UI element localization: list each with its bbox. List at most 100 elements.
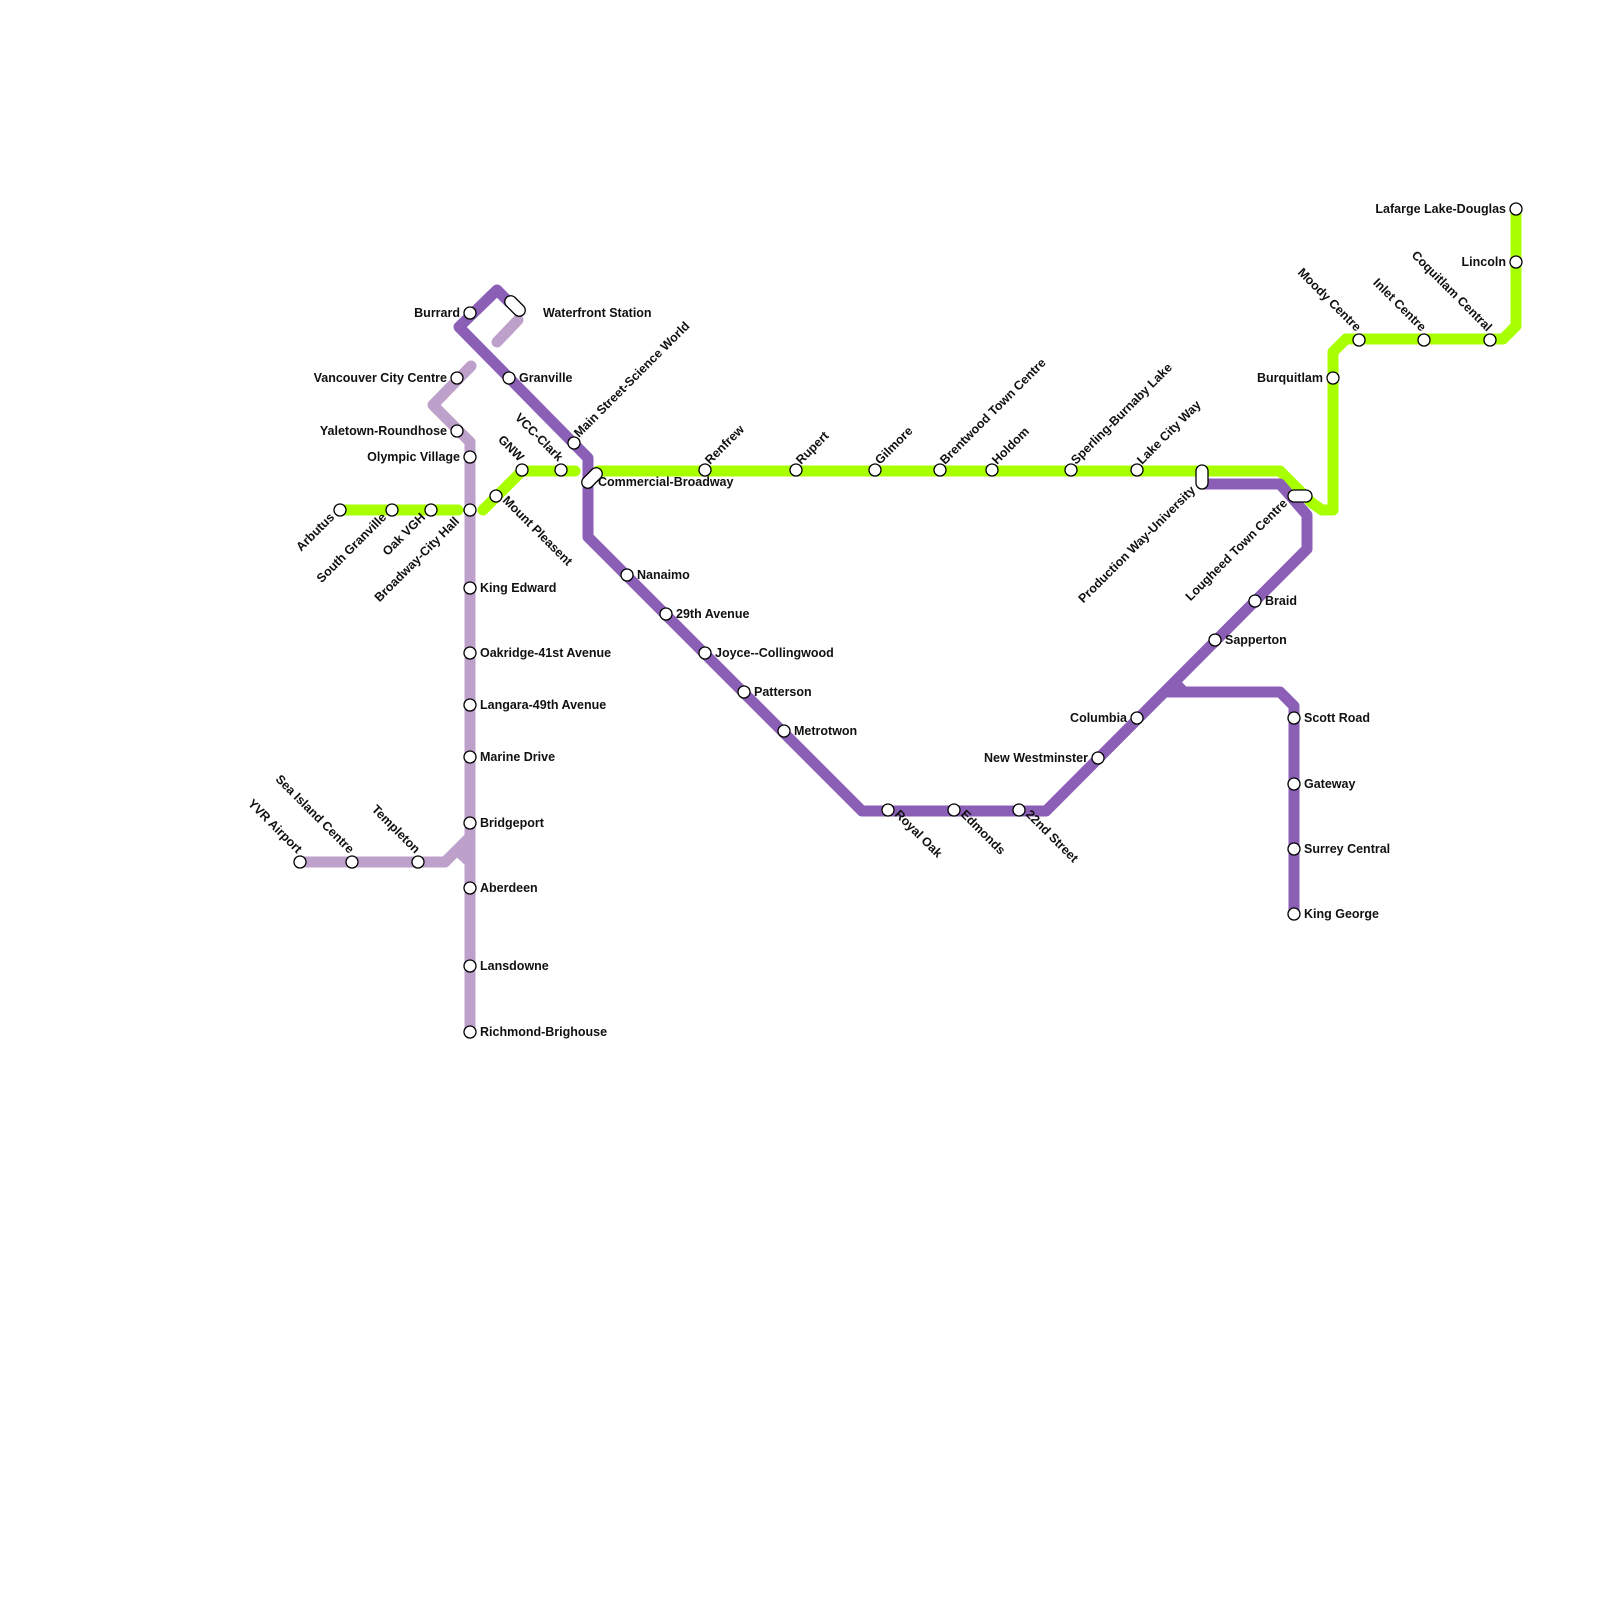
station-gateway[interactable]: Gateway: [1287, 777, 1355, 791]
station-braid[interactable]: Braid: [1248, 594, 1297, 608]
station-marker[interactable]: [463, 1025, 477, 1039]
station-arbutus[interactable]: Arbutus: [293, 503, 347, 554]
interchange-marker[interactable]: [579, 465, 604, 490]
interchange-marker[interactable]: [1195, 464, 1209, 490]
station-marker[interactable]: [698, 646, 712, 660]
station-yvr-airport[interactable]: YVR Airport: [245, 796, 307, 869]
station-surrey-central[interactable]: Surrey Central: [1287, 842, 1390, 856]
station-sperling-burnaby-lake[interactable]: Sperling-Burnaby Lake: [1064, 360, 1175, 477]
station-marker[interactable]: [737, 685, 751, 699]
station-lincoln[interactable]: Lincoln: [1462, 255, 1523, 269]
station-marker[interactable]: [463, 646, 477, 660]
station-marker[interactable]: [1091, 751, 1105, 765]
station-marker[interactable]: [1248, 594, 1262, 608]
station-sea-island-centre[interactable]: Sea Island Centre: [273, 772, 359, 869]
station-main-street-science-world[interactable]: Main Street-Science World: [567, 319, 692, 450]
station-marker[interactable]: [947, 803, 961, 817]
station-marker[interactable]: [1208, 633, 1222, 647]
station-marker[interactable]: [881, 803, 895, 817]
station-columbia[interactable]: Columbia: [1070, 711, 1144, 725]
station-marker[interactable]: [777, 724, 791, 738]
station-burquitlam[interactable]: Burquitlam: [1257, 371, 1340, 385]
station-new-westminster[interactable]: New Westminster: [984, 751, 1105, 765]
station-marker[interactable]: [463, 959, 477, 973]
interchange-marker[interactable]: [463, 503, 477, 517]
station-marker[interactable]: [789, 463, 803, 477]
station-marker[interactable]: [502, 371, 516, 385]
station-marker[interactable]: [463, 306, 477, 320]
station-marker[interactable]: [554, 463, 568, 477]
station-marker[interactable]: [411, 855, 425, 869]
station-marker[interactable]: [424, 503, 438, 517]
station-marker[interactable]: [698, 463, 712, 477]
station-gnw[interactable]: GNW: [495, 433, 529, 477]
station-marker[interactable]: [463, 581, 477, 595]
station-marker[interactable]: [450, 424, 464, 438]
station-marker[interactable]: [659, 607, 673, 621]
station-marker[interactable]: [293, 855, 307, 869]
station-label: Columbia: [1070, 711, 1128, 725]
station-marker[interactable]: [385, 503, 399, 517]
station-marker[interactable]: [1326, 371, 1340, 385]
station-bridgeport[interactable]: Bridgeport: [463, 816, 545, 830]
station-lafarge-lake-douglas[interactable]: Lafarge Lake-Douglas: [1375, 202, 1523, 216]
station-nanaimo[interactable]: Nanaimo: [620, 568, 690, 582]
station-aberdeen[interactable]: Aberdeen: [463, 881, 538, 895]
station-oakridge-41st-avenue[interactable]: Oakridge-41st Avenue: [463, 646, 611, 660]
station-marker[interactable]: [1287, 711, 1301, 725]
interchange-marker[interactable]: [1287, 489, 1313, 503]
station-marker[interactable]: [1130, 463, 1144, 477]
station-joyce-collingwood[interactable]: Joyce--Collingwood: [698, 646, 834, 660]
station-marker[interactable]: [463, 881, 477, 895]
station-olympic-village[interactable]: Olympic Village: [367, 450, 477, 464]
station-marker[interactable]: [1352, 333, 1366, 347]
station-yaletown-roundhose[interactable]: Yaletown-Roundhose: [320, 424, 464, 438]
station-marker[interactable]: [1509, 202, 1523, 216]
station-marker[interactable]: [1509, 255, 1523, 269]
station-marker[interactable]: [985, 463, 999, 477]
station-mount-pleasent[interactable]: Mount Pleasent: [489, 489, 576, 569]
station-metrotwon[interactable]: Metrotwon: [777, 724, 857, 738]
station-richmond-brighouse[interactable]: Richmond-Brighouse: [463, 1025, 607, 1039]
station-marker[interactable]: [463, 450, 477, 464]
station-patterson[interactable]: Patterson: [737, 685, 812, 699]
station-marker[interactable]: [463, 750, 477, 764]
station-label: Production Way-University: [1076, 483, 1199, 606]
station-marker[interactable]: [345, 855, 359, 869]
station-langara-49th-avenue[interactable]: Langara-49th Avenue: [463, 698, 606, 712]
station-scott-road[interactable]: Scott Road: [1287, 711, 1370, 725]
station-lougheed-town-centre[interactable]: Lougheed Town Centre: [1183, 489, 1313, 604]
station-marker[interactable]: [515, 463, 529, 477]
station-lake-city-way[interactable]: Lake City Way: [1130, 398, 1204, 477]
station-marker[interactable]: [333, 503, 347, 517]
station-marker[interactable]: [1417, 333, 1431, 347]
station-vancouver-city-centre[interactable]: Vancouver City Centre: [314, 371, 464, 385]
interchange-marker[interactable]: [502, 293, 527, 318]
station-granville[interactable]: Granville: [502, 371, 573, 385]
station-marker[interactable]: [1287, 777, 1301, 791]
station-marker[interactable]: [933, 463, 947, 477]
station-29th-avenue[interactable]: 29th Avenue: [659, 607, 749, 621]
station-marker[interactable]: [489, 489, 503, 503]
station-burrard[interactable]: Burrard: [414, 306, 477, 320]
station-waterfront-station[interactable]: Waterfront Station: [502, 293, 652, 320]
station-marker[interactable]: [1064, 463, 1078, 477]
station-marker[interactable]: [1483, 333, 1497, 347]
station-marker[interactable]: [463, 816, 477, 830]
station-marker[interactable]: [868, 463, 882, 477]
station-marker[interactable]: [1287, 907, 1301, 921]
station-marker[interactable]: [567, 436, 581, 450]
station-marker[interactable]: [1287, 842, 1301, 856]
station-king-george[interactable]: King George: [1287, 907, 1379, 921]
station-marker[interactable]: [1130, 711, 1144, 725]
station-production-way-university[interactable]: Production Way-University: [1076, 464, 1209, 606]
station-marker[interactable]: [620, 568, 634, 582]
station-king-edward[interactable]: King Edward: [463, 581, 556, 595]
station-marine-drive[interactable]: Marine Drive: [463, 750, 555, 764]
station-sapperton[interactable]: Sapperton: [1208, 633, 1287, 647]
station-marker[interactable]: [450, 371, 464, 385]
station-commercial-broadway[interactable]: Commercial-Broadway: [579, 465, 734, 490]
station-marker[interactable]: [463, 698, 477, 712]
station-marker[interactable]: [1012, 803, 1026, 817]
station-lansdowne[interactable]: Lansdowne: [463, 959, 549, 973]
